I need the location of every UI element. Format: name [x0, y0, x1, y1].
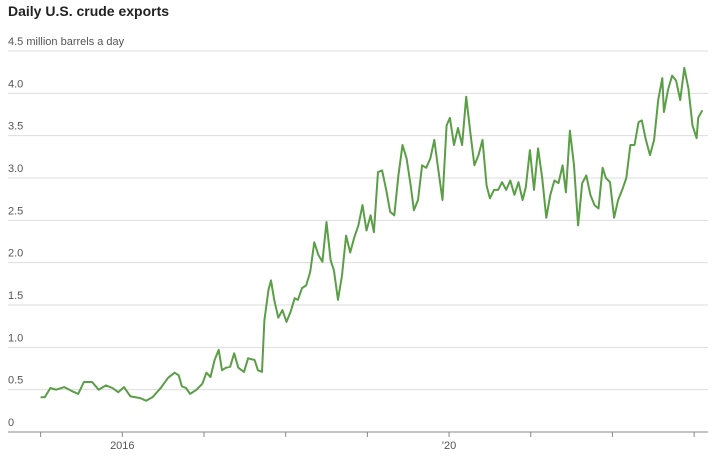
- y-tick-label: 3.5: [8, 121, 23, 133]
- y-tick-label: 2.5: [8, 205, 23, 217]
- y-tick-label: 3.0: [8, 163, 23, 175]
- chart-title: Daily U.S. crude exports: [8, 3, 169, 19]
- y-tick-label: 4.5 million barrels a day: [8, 36, 125, 48]
- y-tick-label: 2.0: [8, 248, 23, 260]
- x-tick-label: '20: [442, 440, 456, 452]
- y-tick-label: 0: [8, 417, 14, 429]
- y-tick-label: 0.5: [8, 375, 23, 387]
- y-tick-label: 4.0: [8, 78, 23, 90]
- y-tick-label: 1.5: [8, 290, 23, 302]
- x-tick-label: 2016: [110, 440, 134, 452]
- y-tick-label: 1.0: [8, 332, 23, 344]
- data-line: [40, 66, 704, 402]
